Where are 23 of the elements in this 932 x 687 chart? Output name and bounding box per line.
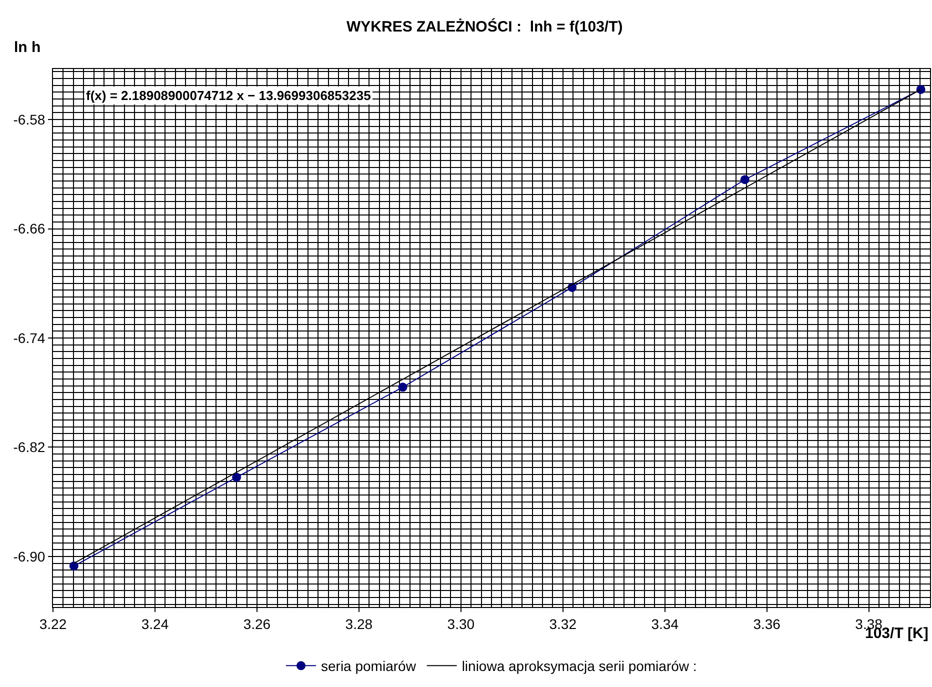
y-axis-title: ln h	[14, 39, 41, 56]
point	[398, 382, 408, 392]
annotation: f(x) = 2.18908900074712 x − 13.9699306853235	[86, 88, 371, 103]
point	[232, 472, 242, 482]
x-tick-label: 3.34	[651, 616, 679, 632]
x-tick-label: 3.28	[345, 616, 373, 632]
x-tick-label: 3.30	[447, 616, 475, 632]
y-tick-label: -6.58	[13, 111, 46, 128]
point	[69, 562, 78, 571]
y-tick-label: -6.90	[13, 548, 46, 564]
y-tick-label: -6.66	[13, 220, 46, 237]
y-tick-label: -6.82	[13, 439, 46, 456]
legend-label: liniowa aproksymacja serii pomiarów :	[462, 658, 697, 674]
x-tick-label: 3.22	[39, 616, 67, 632]
point	[740, 175, 750, 184]
x-tick-label: 3.36	[753, 616, 781, 632]
y-tick-label: -6.74	[13, 330, 46, 346]
point	[916, 84, 926, 94]
x-tick-label: 3.26	[243, 616, 271, 632]
chart-title: WYKRES ZALEŻNOŚCI : lnh = f(103/T)	[346, 17, 623, 36]
x-tick-label: 3.32	[549, 616, 577, 632]
x-tick-label: 3.24	[141, 616, 169, 632]
legend-label: seria pomiarów	[321, 658, 417, 674]
